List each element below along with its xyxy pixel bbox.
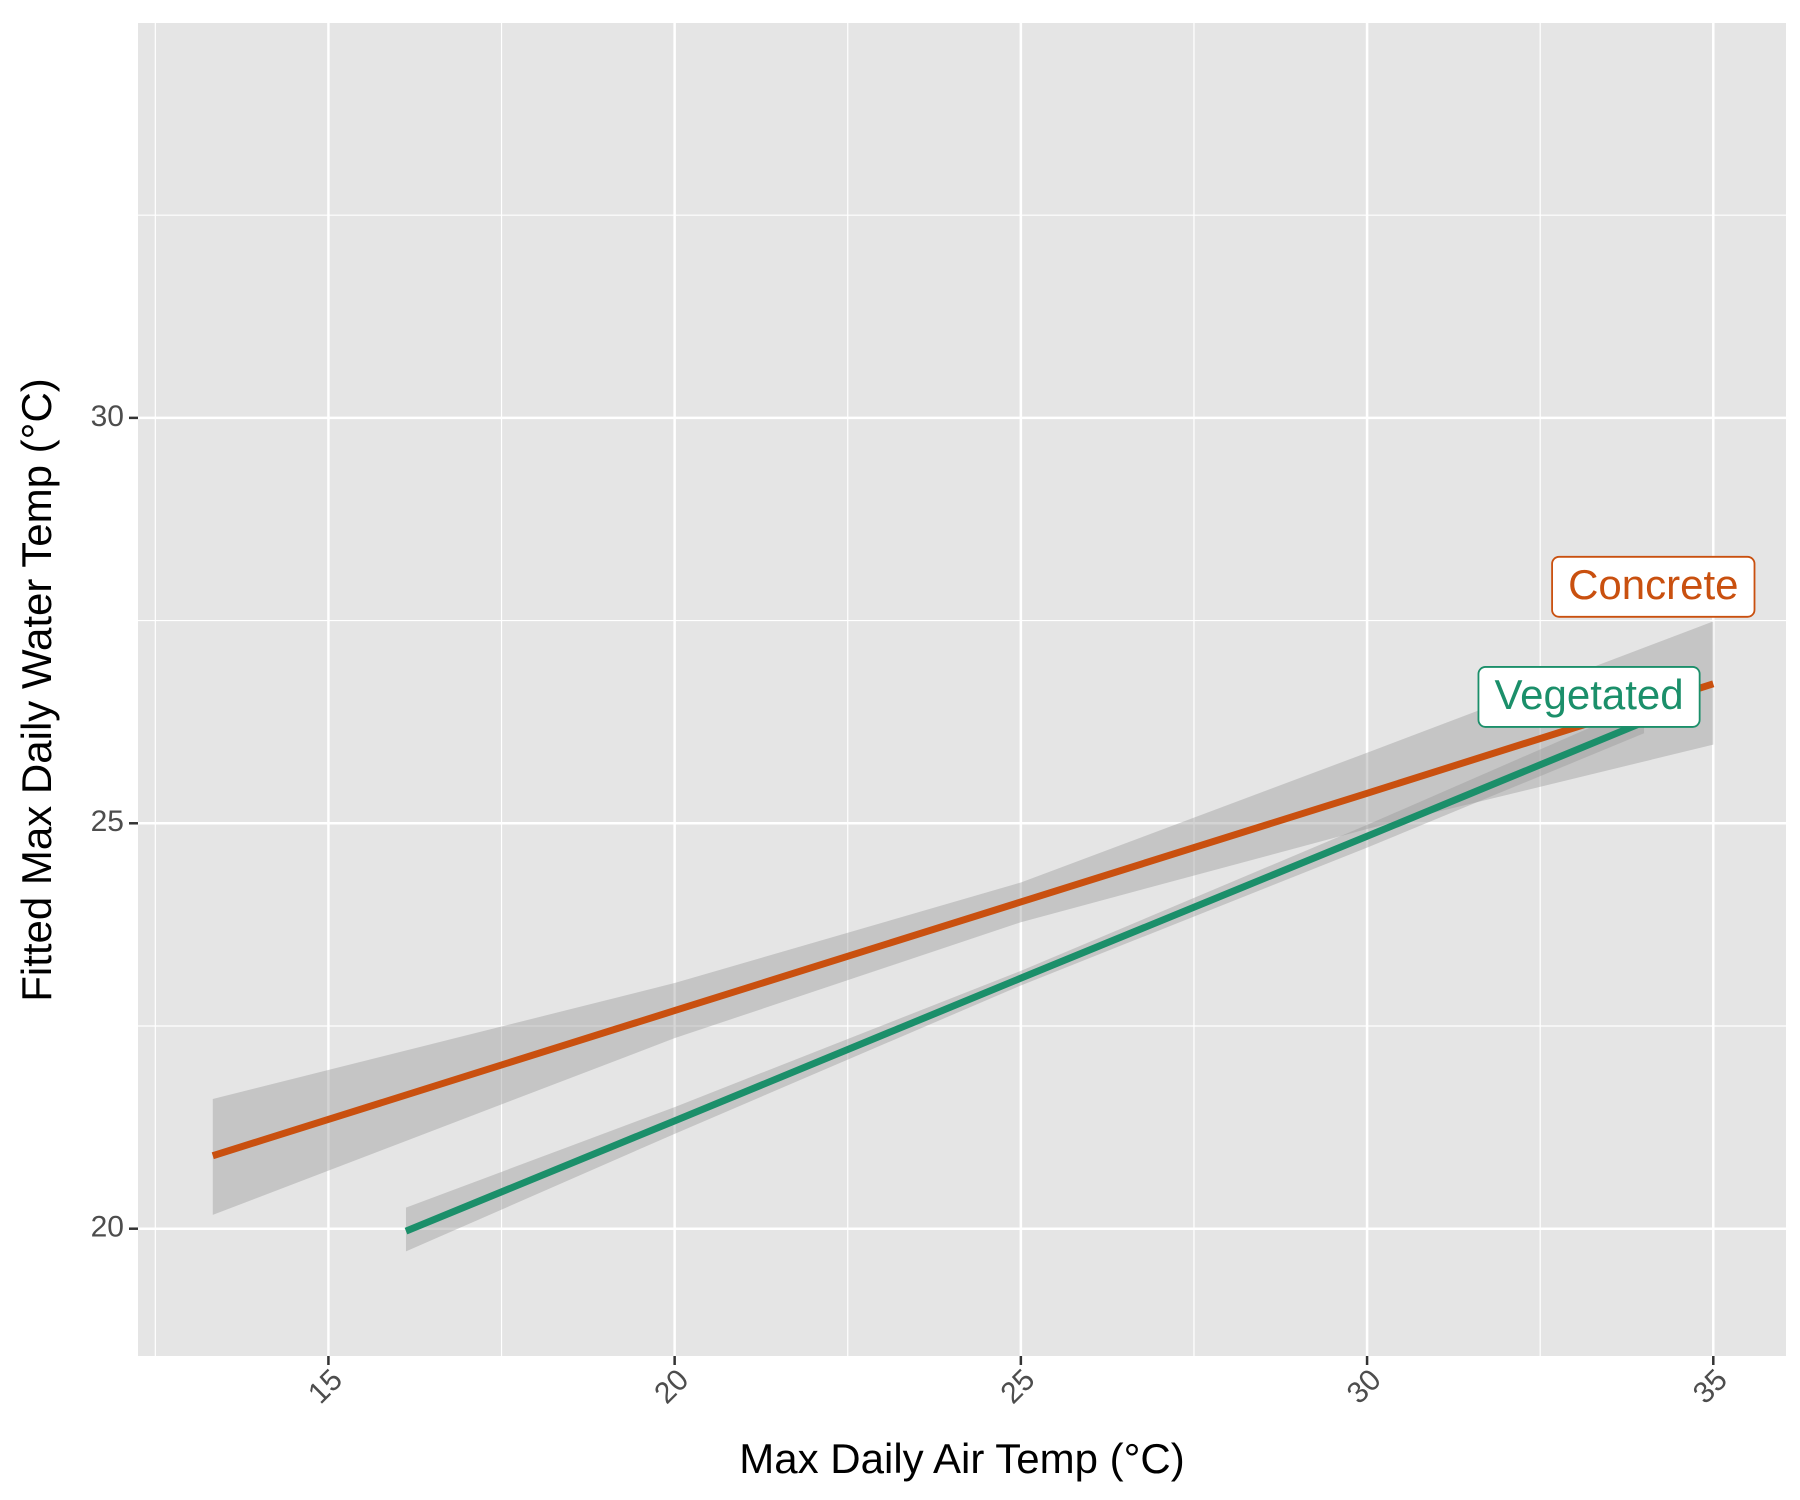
confidence-band (212, 983, 675, 1215)
legend-label: Vegetated (1494, 671, 1683, 718)
y-tick-label: 30 (91, 400, 124, 433)
x-axis-title: Max Daily Air Temp (°C) (739, 1435, 1184, 1482)
fit-line (211, 680, 1715, 1160)
fit-line (404, 718, 1646, 1235)
confidence-band (674, 882, 1021, 1039)
legend-label: Concrete (1568, 561, 1738, 608)
y-axis-title: Fitted Max Daily Water Temp (°C) (13, 378, 60, 1002)
label-box (1477, 666, 1701, 728)
x-tick-label: 30 (1341, 1363, 1388, 1410)
x-tick-label: 35 (1687, 1363, 1734, 1410)
x-tick-label: 20 (648, 1363, 695, 1410)
series-label: Vegetated (1477, 666, 1701, 728)
series-label: Concrete (1551, 555, 1756, 618)
x-tick-label: 25 (994, 1363, 1041, 1410)
y-tick-label: 20 (91, 1211, 124, 1244)
label-box (1551, 555, 1756, 618)
x-tick-label: 15 (302, 1363, 349, 1410)
y-tick-label: 25 (91, 805, 124, 838)
confidence-band (1020, 752, 1368, 923)
